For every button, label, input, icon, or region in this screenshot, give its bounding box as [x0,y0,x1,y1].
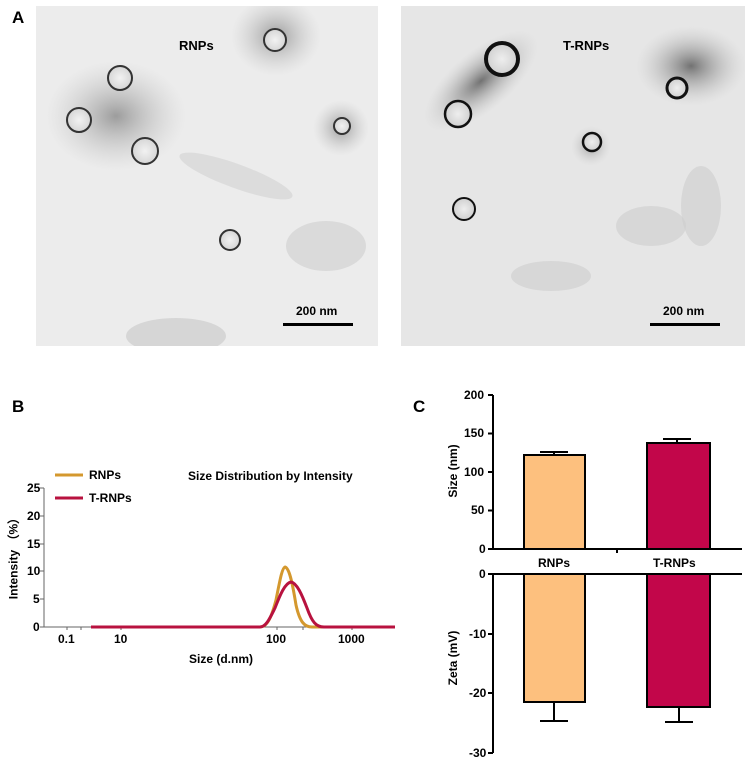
tem-image-t-rnps: T-RNPs 200 nm [401,6,745,346]
y-axis-label-size: Size (nm) [446,444,460,498]
y-tick: 0 [479,542,486,556]
x-tick: 100 [266,632,287,646]
x-tick: 0.1 [58,632,75,646]
y-tick: 0 [33,620,40,634]
tem-micrograph [401,6,745,346]
tem-micrograph [36,6,378,346]
y-tick: 20 [27,509,41,523]
y-tick: 15 [27,537,41,551]
tem-image-rnps: RNPs 200 nm [36,6,378,346]
x-axis-label: Size (d.nm) [189,652,254,666]
y-tick: 25 [27,481,41,495]
scale-bar-label: 200 nm [296,304,338,318]
size-zeta-bar-chart [488,394,742,754]
category-label-t-rnps: T-RNPs [653,556,696,570]
y-axis-label-zeta: Zeta (mV) [446,630,460,686]
y-tick: 5 [33,592,40,606]
y-tick: 50 [471,503,485,517]
scale-bar [650,323,720,326]
y-tick: -20 [469,686,487,700]
bar-size-rnps [523,454,586,550]
size-distribution-chart [40,473,395,630]
category-label-rnps: RNPs [538,556,571,570]
x-tick: 10 [114,632,128,646]
y-tick: 0 [479,567,486,581]
y-tick: 10 [27,564,41,578]
y-tick: -10 [469,627,487,641]
y-tick: 200 [464,388,485,402]
x-tick: 1000 [338,632,365,646]
chart-title: Size Distribution by Intensity [188,469,353,483]
y-tick: -30 [469,746,487,760]
bar-zeta-rnps [523,573,586,703]
legend-label-t-rnps: T-RNPs [89,491,132,505]
scale-bar [283,323,353,326]
panel-letter-a: A [12,8,25,27]
legend-label-rnps: RNPs [89,468,122,482]
panel-letter-c: C [413,397,426,416]
y-axis-label: Intensity （%） [6,511,21,600]
bar-zeta-t-rnps [646,573,711,708]
y-tick: 150 [464,426,485,440]
tem-label-t-rnps: T-RNPs [563,38,610,53]
y-tick: 100 [464,465,485,479]
tem-label-rnps: RNPs [179,38,214,53]
bar-size-t-rnps [646,442,711,550]
scale-bar-label: 200 nm [663,304,705,318]
panel-letter-b: B [12,397,25,416]
